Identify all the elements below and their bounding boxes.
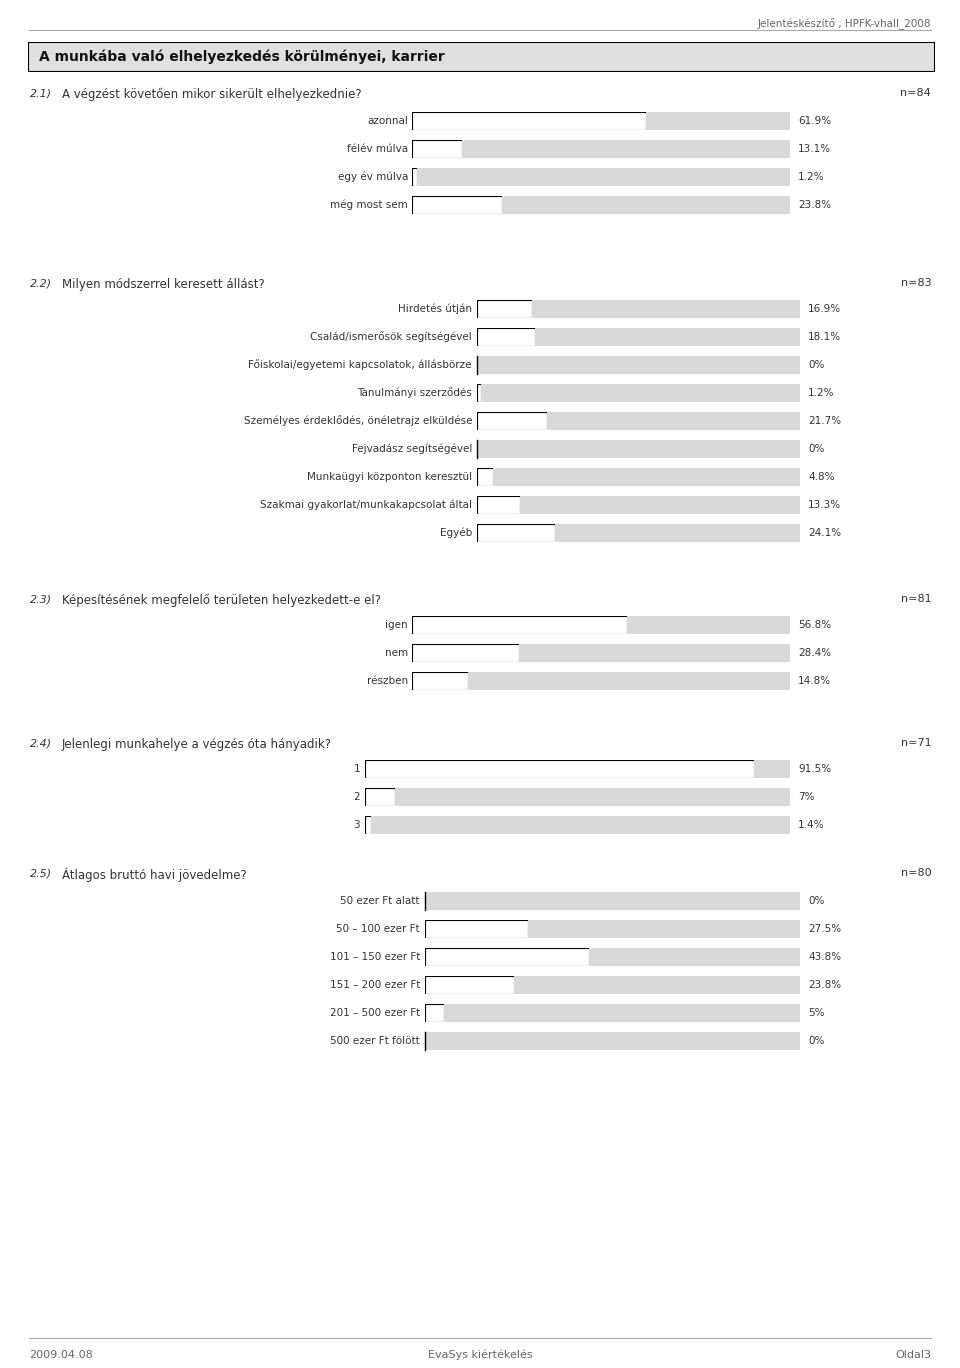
Text: 0%: 0% — [808, 1036, 825, 1047]
Text: Tanulmányi szerződés: Tanulmányi szerződés — [357, 387, 472, 398]
Text: n=71: n=71 — [900, 737, 931, 748]
Text: EvaSys kiértékelés: EvaSys kiértékelés — [428, 1350, 532, 1361]
Text: Hirdetés útján: Hirdetés útján — [398, 304, 472, 315]
Text: 43.8%: 43.8% — [808, 952, 841, 962]
Text: Átlagos bruttó havi jövedelme?: Átlagos bruttó havi jövedelme? — [62, 869, 247, 882]
Text: Fejvadász segítségével: Fejvadász segítségével — [351, 443, 472, 454]
Text: 23.8%: 23.8% — [798, 200, 831, 211]
Text: 21.7%: 21.7% — [808, 416, 841, 425]
Text: részben: részben — [367, 676, 408, 685]
Text: 2.1): 2.1) — [30, 88, 52, 98]
Text: Család/ismerősök segítségével: Család/ismerősök segítségével — [310, 331, 472, 342]
Text: félév múlva: félév múlva — [347, 144, 408, 155]
Text: 2009.04.08: 2009.04.08 — [29, 1350, 92, 1360]
Text: 50 ezer Ft alatt: 50 ezer Ft alatt — [341, 896, 420, 906]
Text: 151 – 200 ezer Ft: 151 – 200 ezer Ft — [329, 979, 420, 990]
Text: 201 – 500 ezer Ft: 201 – 500 ezer Ft — [329, 1008, 420, 1018]
Text: 500 ezer Ft fölött: 500 ezer Ft fölött — [330, 1036, 420, 1047]
Text: 2.3): 2.3) — [30, 594, 52, 605]
Text: 14.8%: 14.8% — [798, 676, 831, 685]
Text: A végzést követően mikor sikerült elhelyezkednie?: A végzést követően mikor sikerült elhely… — [62, 88, 362, 101]
Text: Egyéb: Egyéb — [440, 528, 472, 538]
Text: igen: igen — [385, 620, 408, 631]
Text: n=84: n=84 — [900, 88, 931, 98]
Text: 7%: 7% — [798, 792, 814, 802]
Text: 13.3%: 13.3% — [808, 499, 841, 510]
Text: azonnal: azonnal — [367, 116, 408, 126]
Text: Képesítésének megfelelő területen helyezkedett-e el?: Képesítésének megfelelő területen helyez… — [62, 594, 381, 607]
Text: 2.5): 2.5) — [30, 869, 52, 878]
Text: Oldal3: Oldal3 — [895, 1350, 931, 1360]
Text: 0%: 0% — [808, 360, 825, 369]
Text: 61.9%: 61.9% — [798, 116, 831, 126]
Text: Munkaügyi központon keresztül: Munkaügyi központon keresztül — [307, 472, 472, 482]
Text: 4.8%: 4.8% — [808, 472, 834, 482]
Text: 24.1%: 24.1% — [808, 528, 841, 538]
Text: 0%: 0% — [808, 896, 825, 906]
Text: Jelenlegi munkahelye a végzés óta hányadik?: Jelenlegi munkahelye a végzés óta hányad… — [62, 737, 332, 751]
Text: 23.8%: 23.8% — [808, 979, 841, 990]
Text: 1.2%: 1.2% — [808, 389, 834, 398]
Text: 1.2%: 1.2% — [798, 172, 825, 182]
Text: 27.5%: 27.5% — [808, 923, 841, 934]
Text: nem: nem — [385, 648, 408, 658]
Text: 1.4%: 1.4% — [798, 819, 825, 830]
Text: 91.5%: 91.5% — [798, 763, 831, 774]
Text: Jelentéskészítő , HPFK-vhall_2008: Jelentéskészítő , HPFK-vhall_2008 — [757, 18, 931, 30]
Text: Személyes érdeklődés, önéletrajz elküldése: Személyes érdeklődés, önéletrajz elküldé… — [244, 416, 472, 427]
Text: egy év múlva: egy év múlva — [338, 172, 408, 182]
Text: Szakmai gyakorlat/munkakapcsolat által: Szakmai gyakorlat/munkakapcsolat által — [260, 499, 472, 510]
Text: még most sem: még most sem — [330, 200, 408, 211]
Text: Milyen módszerrel keresett állást?: Milyen módszerrel keresett állást? — [62, 278, 265, 291]
Text: 5%: 5% — [808, 1008, 825, 1018]
Text: 101 – 150 ezer Ft: 101 – 150 ezer Ft — [329, 952, 420, 962]
Text: 18.1%: 18.1% — [808, 332, 841, 342]
Text: 0%: 0% — [808, 445, 825, 454]
Text: 2.4): 2.4) — [30, 737, 52, 748]
Text: 56.8%: 56.8% — [798, 620, 831, 631]
Text: 13.1%: 13.1% — [798, 144, 831, 155]
Text: Főiskolai/egyetemi kapcsolatok, állásbörze: Főiskolai/egyetemi kapcsolatok, állásbör… — [249, 360, 472, 371]
Text: 2.2): 2.2) — [30, 278, 52, 289]
Text: n=83: n=83 — [900, 278, 931, 289]
Text: 28.4%: 28.4% — [798, 648, 831, 658]
Text: 1: 1 — [353, 763, 360, 774]
Text: 2: 2 — [353, 792, 360, 802]
Text: 3: 3 — [353, 819, 360, 830]
Text: A munkába való elhelyezkedés körülményei, karrier: A munkába való elhelyezkedés körülményei… — [39, 49, 444, 64]
Text: 16.9%: 16.9% — [808, 304, 841, 315]
Text: n=80: n=80 — [900, 869, 931, 878]
Text: 50 – 100 ezer Ft: 50 – 100 ezer Ft — [336, 923, 420, 934]
Text: n=81: n=81 — [900, 594, 931, 605]
